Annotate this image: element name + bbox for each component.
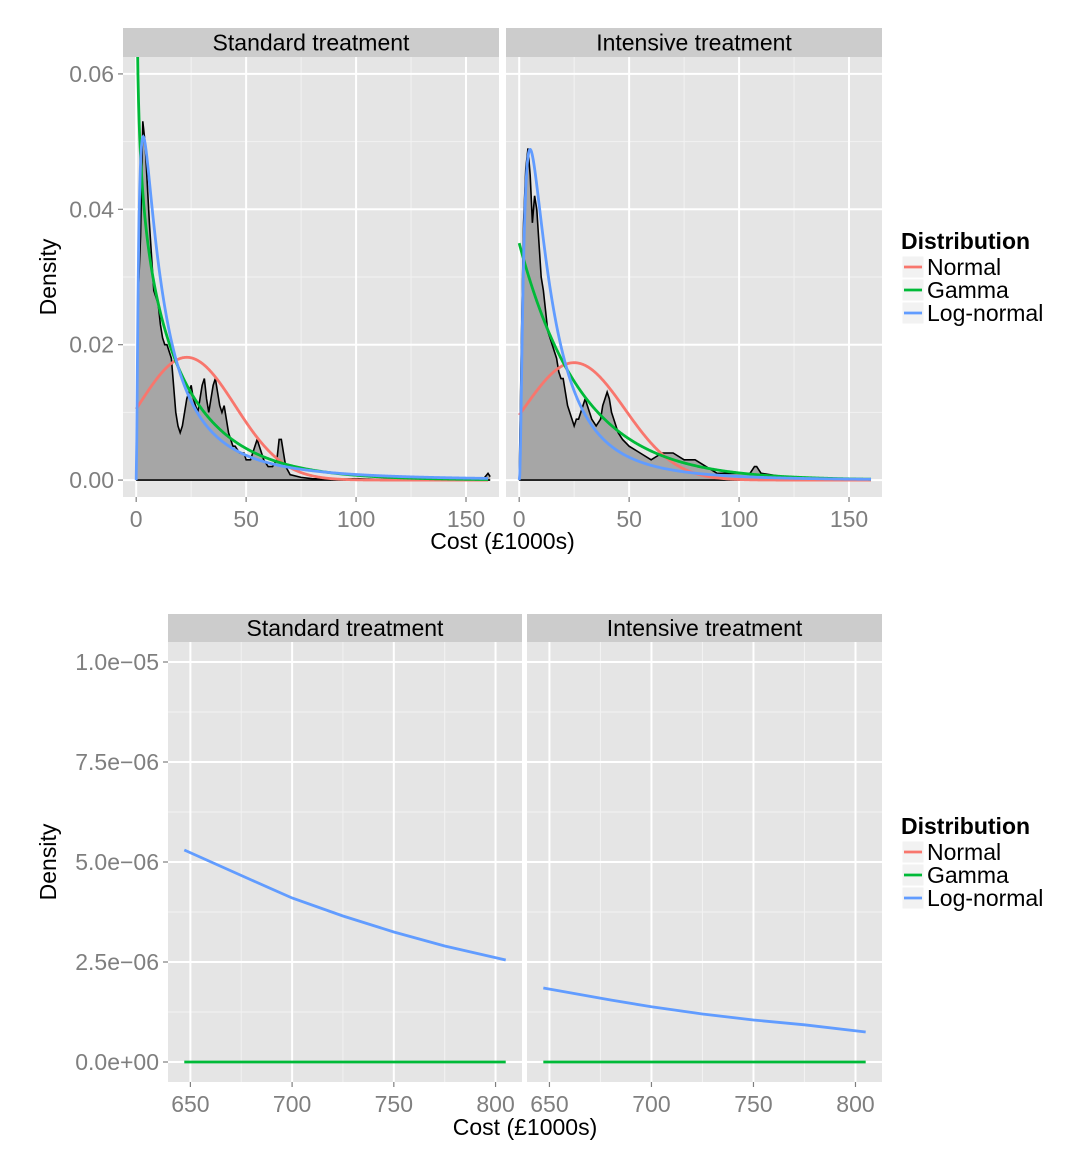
x-tick-label: 750 <box>734 1091 772 1117</box>
x-tick-label: 800 <box>836 1091 874 1117</box>
x-tick-label: 50 <box>233 506 259 532</box>
panel-data <box>517 147 872 482</box>
facet-strip <box>527 614 882 642</box>
x-tick-label: 100 <box>720 506 758 532</box>
lognormal-series-line <box>543 986 866 1034</box>
legend-title: Distribution <box>901 228 1030 254</box>
lognormal-fit-line <box>517 147 872 481</box>
x-axis-title: Cost (£1000s) <box>430 528 574 554</box>
legend-label: Normal <box>927 254 1001 280</box>
x-tick-label: 800 <box>476 1091 514 1117</box>
y-axis-title: Density <box>35 238 61 315</box>
x-tick-label: 100 <box>337 506 375 532</box>
x-tick-label: 750 <box>375 1091 413 1117</box>
x-tick-label: 150 <box>830 506 868 532</box>
panel-standard-treatment: Standard treatment 650 700 750 800 <box>168 614 522 1117</box>
y-tick-label: 7.5e−06 <box>75 749 159 775</box>
facet-strip-label: Intensive treatment <box>607 615 803 641</box>
empirical-density-line <box>518 148 872 481</box>
facet-strip-label: Standard treatment <box>247 615 445 641</box>
legend-label: Gamma <box>927 862 1009 888</box>
y-tick-label: 0.02 <box>69 332 114 358</box>
empirical-density-area <box>136 121 491 481</box>
legend-label: Log-normal <box>927 885 1043 911</box>
y-tick-label: 0.00 <box>69 467 114 493</box>
facet-strip <box>168 614 522 642</box>
panel-data <box>134 57 491 482</box>
facet-strip <box>506 28 882 57</box>
facet-strip-label: Intensive treatment <box>596 30 792 56</box>
x-tick-label: 0 <box>130 506 143 532</box>
lognormal-fit-line <box>134 134 489 481</box>
panel-standard-treatment: Standard treatment 0 50 100 150 <box>123 28 499 532</box>
x-tick-label: 50 <box>616 506 642 532</box>
x-axis-title: Cost (£1000s) <box>453 1114 597 1140</box>
x-tick-label: 700 <box>273 1091 311 1117</box>
x-tick-label: 650 <box>530 1091 568 1117</box>
y-tick-label: 0.04 <box>69 196 114 222</box>
panel-intensive-treatment: Intensive treatment 0 50 100 150 <box>506 28 882 532</box>
panel-data <box>543 986 866 1064</box>
legend-title: Distribution <box>901 813 1030 839</box>
panel-data <box>183 848 507 1064</box>
x-tick-label: 0 <box>513 506 526 532</box>
legend-label: Normal <box>927 839 1001 865</box>
x-tick-label: 700 <box>632 1091 670 1117</box>
x-tick-label: 150 <box>447 506 485 532</box>
y-tick-label: 0.06 <box>69 61 114 87</box>
facet-strip-label: Standard treatment <box>213 30 411 56</box>
y-tick-label: 1.0e−05 <box>75 649 159 675</box>
y-tick-label: 5.0e−06 <box>75 849 159 875</box>
empirical-density-line <box>135 121 491 481</box>
x-tick-label: 650 <box>171 1091 209 1117</box>
legend-label: Log-normal <box>927 300 1043 326</box>
lognormal-series-line <box>183 848 507 962</box>
y-axis-title: Density <box>35 823 61 900</box>
panel-intensive-treatment: Intensive treatment 650 700 750 800 <box>527 614 882 1117</box>
normal-fit-line <box>135 355 489 482</box>
legend-label: Gamma <box>927 277 1009 303</box>
empirical-density-area <box>519 148 872 481</box>
y-tick-label: 0.0e+00 <box>75 1049 159 1075</box>
facet-strip <box>123 28 499 57</box>
y-tick-label: 2.5e−06 <box>75 949 159 975</box>
